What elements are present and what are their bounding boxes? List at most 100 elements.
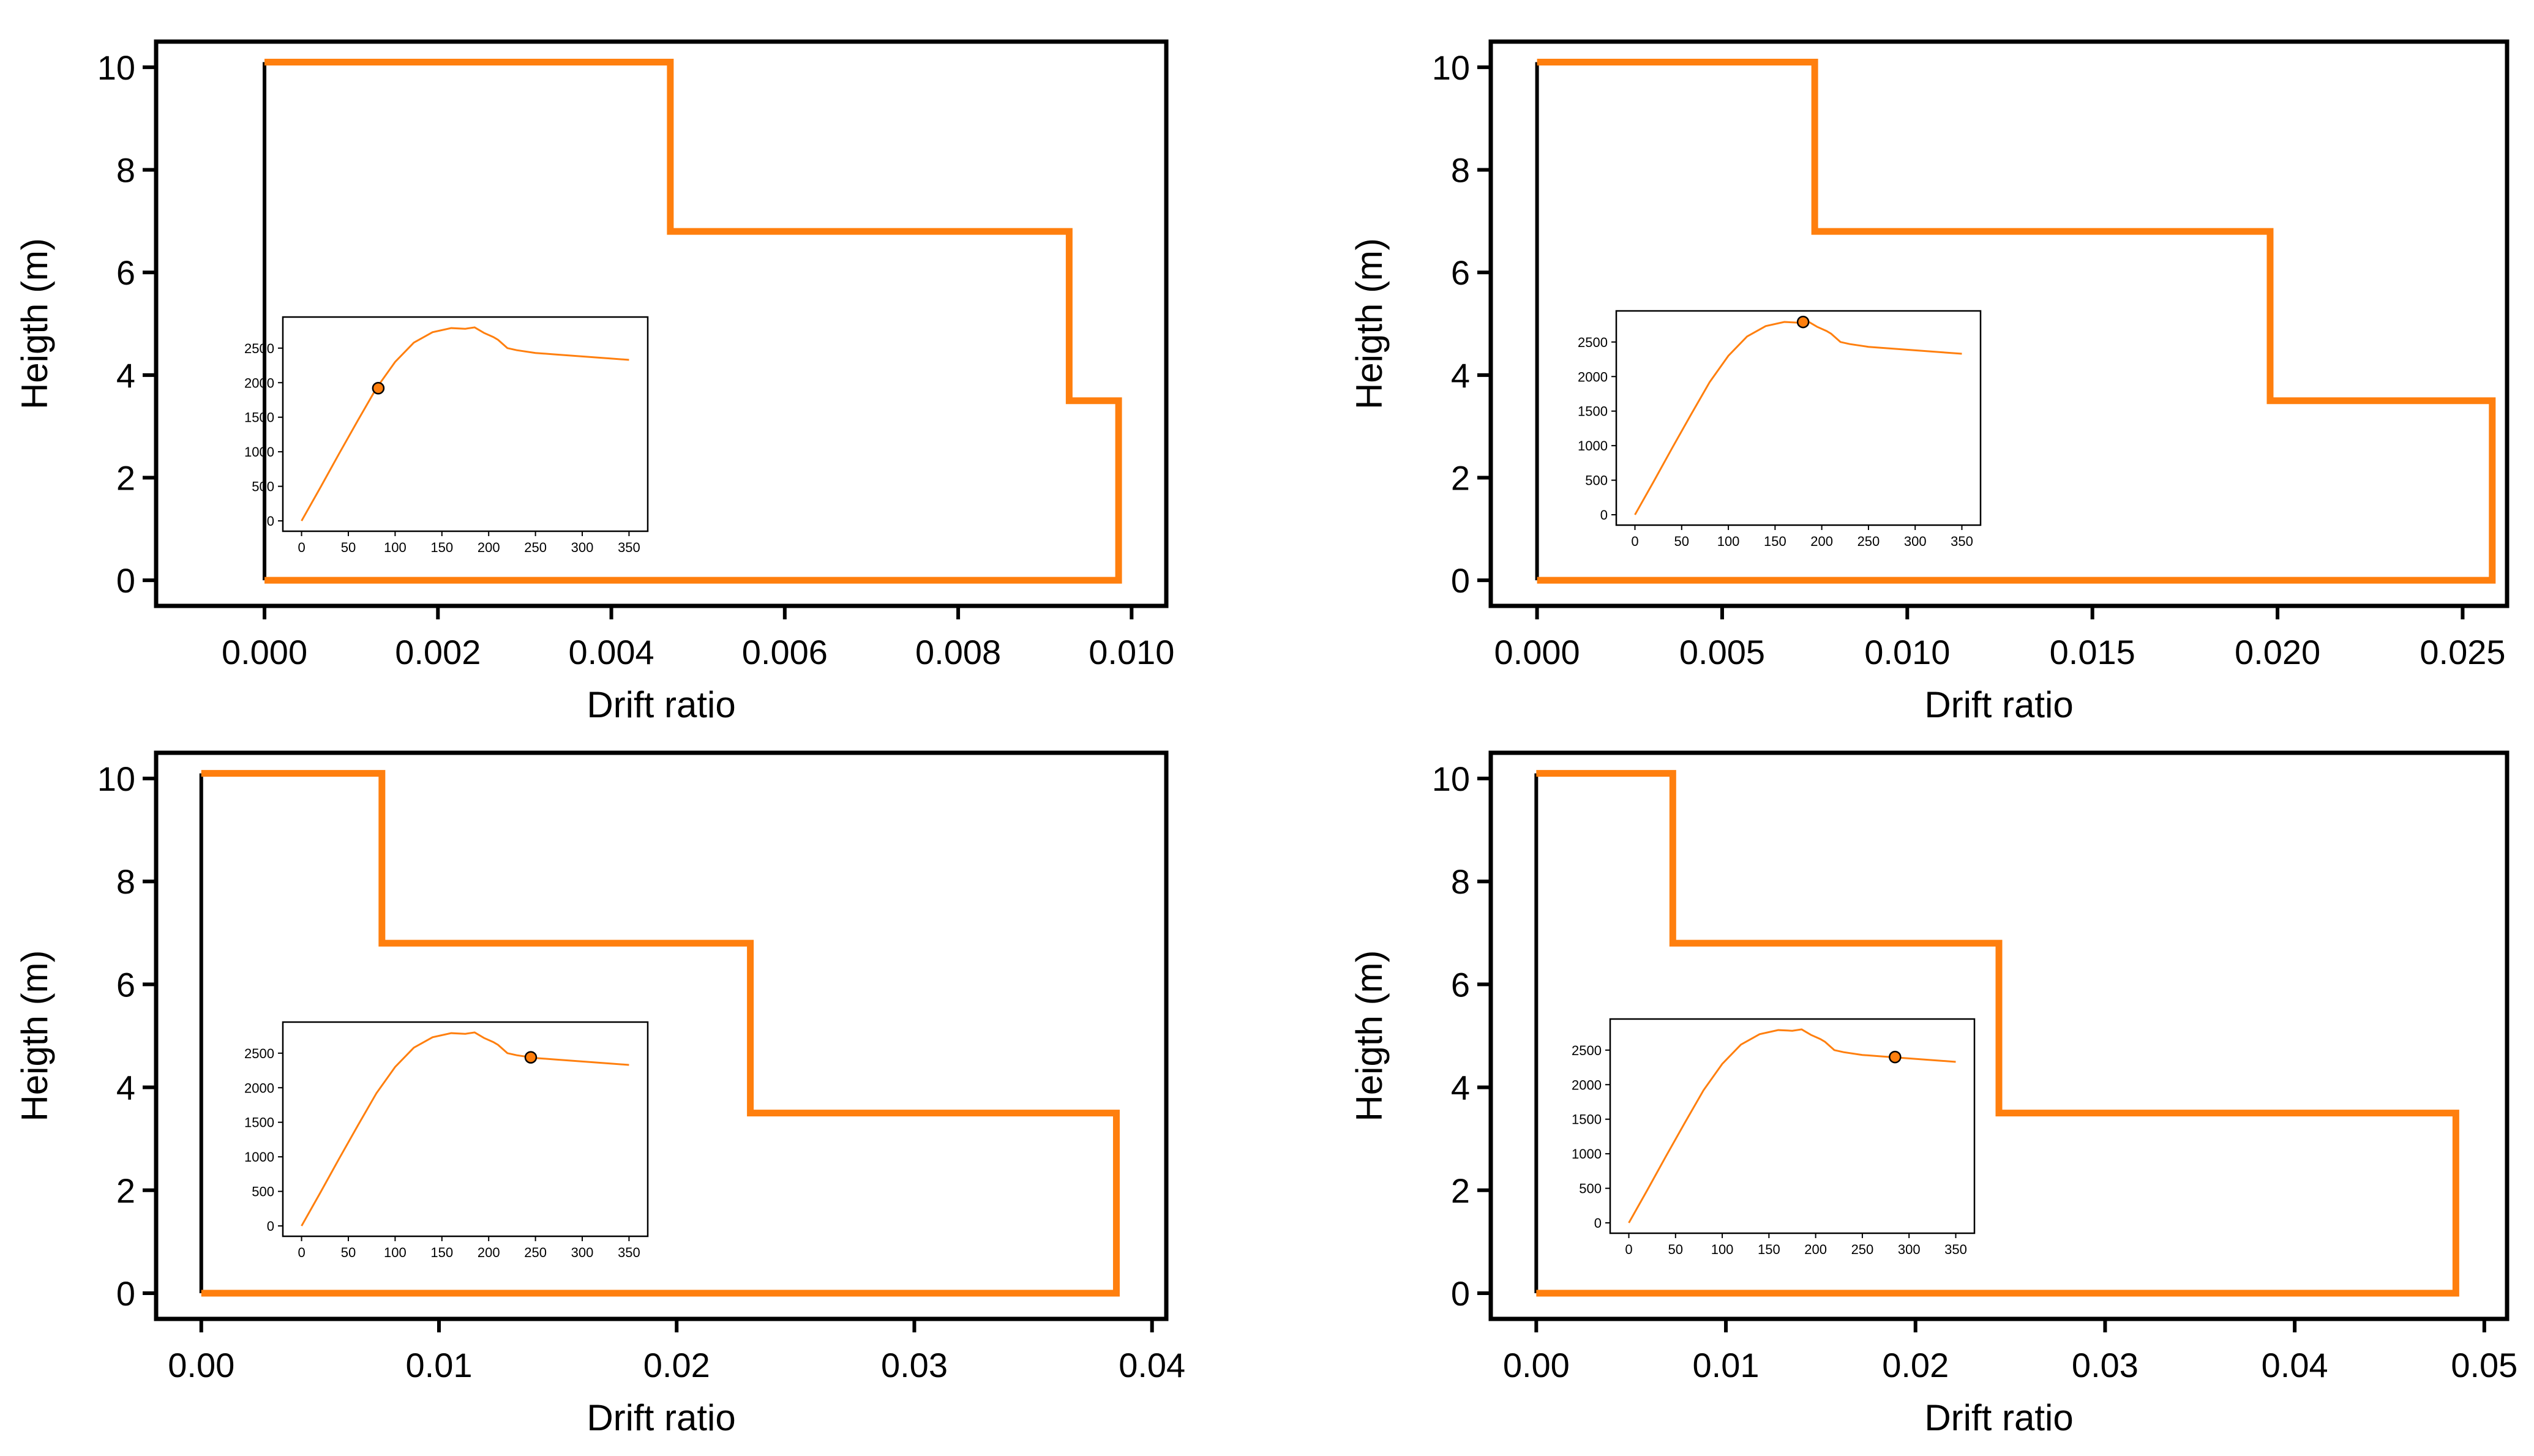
- y-tick-label: 8: [1451, 151, 1470, 190]
- inset-x-tick-label: 200: [478, 1245, 500, 1260]
- inset-chart: 0 500 1000 1500 2000 2500 0 50 100 150 200 250 300 35…: [1578, 310, 1982, 549]
- inset-chart: 0 500 1000 1500 2000 2500 0 50 100 150 200 250 300 35…: [1572, 1018, 1976, 1257]
- inset-x-tick-label: 300: [1898, 1242, 1921, 1257]
- inset-x-tick-label: 300: [1904, 534, 1927, 549]
- inset-y-tick-label: 1000: [1578, 438, 1608, 454]
- inset-x-tick-label: 100: [1717, 534, 1740, 549]
- chart-panel-2: 0 2 4 6 8 10 0.000 0.005 0.010 0.015 0.020 0.025 Dri…: [1349, 39, 2510, 725]
- capacity-curve-line: [301, 326, 629, 521]
- x-tick-label: 0.03: [881, 1346, 948, 1384]
- chart-panel-4: 0 2 4 6 8 10 0.00 0.01 0.02 0.03 0.04 0.05 Drift rat…: [1349, 750, 2517, 1438]
- y-tick-label: 2: [116, 1171, 135, 1210]
- inset-x-tick-label: 0: [298, 1245, 305, 1260]
- capacity-curve-line: [1628, 1028, 1956, 1223]
- inset-x-tick-label: 150: [1764, 534, 1786, 549]
- capacity-point-marker: [372, 382, 385, 395]
- drift-profile-line: [264, 59, 1122, 584]
- inset-x-tick-label: 50: [341, 1245, 356, 1260]
- inset-y-tick-label: 2500: [244, 1046, 274, 1061]
- inset-y-tick-label: 2500: [1578, 335, 1608, 350]
- plot-frame: [154, 750, 1169, 1321]
- x-tick-label: 0.02: [643, 1346, 710, 1384]
- x-tick-label: 0.000: [1494, 633, 1580, 671]
- x-tick-label: 0.04: [2262, 1346, 2328, 1384]
- x-tick-label: 0.04: [1119, 1346, 1185, 1384]
- x-tick-label: 0.010: [1864, 633, 1950, 671]
- inset-x-tick-label: 0: [298, 540, 305, 555]
- inset-x-tick-label: 100: [1711, 1242, 1734, 1257]
- inset-y-tick-label: 1500: [1578, 404, 1608, 419]
- inset-y-tick-label: 1500: [244, 410, 274, 425]
- y-axis-label: Heigth (m): [1349, 238, 1390, 409]
- inset-x-tick-label: 250: [524, 1245, 547, 1260]
- y-tick-label: 6: [116, 253, 135, 292]
- x-tick-label: 0.004: [568, 633, 654, 671]
- y-tick-label: 2: [1451, 1171, 1470, 1210]
- x-tick-label: 0.000: [222, 633, 307, 671]
- inset-y-tick-label: 500: [252, 479, 274, 495]
- x-tick-label: 0.015: [2050, 633, 2135, 671]
- x-tick-label: 0.005: [1679, 633, 1765, 671]
- inset-x-tick-label: 50: [1674, 534, 1689, 549]
- inset-x-tick-label: 50: [341, 540, 356, 555]
- inset-y-tick-label: 2000: [1572, 1077, 1602, 1092]
- inset-x-tick-label: 250: [524, 540, 547, 555]
- x-tick-label: 0.010: [1089, 633, 1174, 671]
- y-tick-label: 6: [116, 965, 135, 1004]
- y-axis-label: Heigth (m): [1349, 950, 1390, 1121]
- y-tick-label: 8: [116, 151, 135, 190]
- inset-y-tick-label: 2500: [244, 341, 274, 356]
- inset-x-tick-label: 200: [1810, 534, 1833, 549]
- inset-y-tick-label: 0: [1594, 1215, 1602, 1231]
- inset-x-tick-label: 150: [1758, 1242, 1780, 1257]
- inset-x-tick-label: 100: [384, 540, 407, 555]
- inset-y-tick-label: 0: [1600, 507, 1608, 523]
- y-tick-label: 0: [1451, 1274, 1470, 1313]
- inset-y-tick-label: 2000: [1578, 369, 1608, 384]
- x-tick-label: 0.01: [406, 1346, 473, 1384]
- capacity-point-marker: [1889, 1050, 1902, 1064]
- inset-x-tick-label: 150: [430, 1245, 453, 1260]
- inset-y-tick-label: 500: [1585, 473, 1608, 488]
- y-tick-label: 4: [116, 356, 135, 395]
- inset-frame: [1609, 1018, 1976, 1234]
- x-axis-label: Drift ratio: [587, 684, 735, 725]
- y-tick-label: 0: [116, 561, 135, 600]
- y-tick-label: 4: [1451, 1069, 1470, 1107]
- x-tick-label: 0.006: [742, 633, 828, 671]
- y-tick-label: 8: [1451, 862, 1470, 901]
- inset-x-tick-label: 250: [1857, 534, 1880, 549]
- inset-y-tick-label: 1000: [244, 1149, 274, 1165]
- x-tick-label: 0.002: [395, 633, 481, 671]
- x-tick-label: 0.00: [168, 1346, 234, 1384]
- inset-y-tick-label: 2000: [244, 1080, 274, 1096]
- inset-frame: [1615, 310, 1982, 526]
- x-tick-label: 0.020: [2235, 633, 2320, 671]
- inset-chart: 0 500 1000 1500 2000 2500 0 50 100 150 200 250 300 35…: [244, 316, 649, 555]
- inset-y-tick-label: 0: [267, 1219, 274, 1234]
- inset-y-tick-label: 1000: [1572, 1146, 1602, 1162]
- y-tick-label: 10: [97, 48, 135, 87]
- drift-profile-line: [1537, 59, 2496, 584]
- y-axis-label: Heigth (m): [14, 238, 55, 409]
- x-tick-label: 0.01: [1693, 1346, 1760, 1384]
- inset-x-tick-label: 0: [1625, 1242, 1632, 1257]
- inset-y-tick-label: 500: [1579, 1181, 1602, 1197]
- inset-x-tick-label: 50: [1668, 1242, 1683, 1257]
- drift-profile-line: [1536, 770, 2459, 1297]
- y-tick-label: 10: [97, 760, 135, 798]
- inset-frame: [282, 1021, 649, 1238]
- x-tick-label: 0.05: [2451, 1346, 2517, 1384]
- x-axis-label: Drift ratio: [587, 1397, 735, 1438]
- y-tick-label: 6: [1451, 965, 1470, 1004]
- inset-x-tick-label: 350: [618, 1245, 640, 1260]
- inset-y-tick-label: 1000: [244, 444, 274, 460]
- x-axis-label: Drift ratio: [1924, 1397, 2073, 1438]
- y-tick-label: 10: [1432, 48, 1470, 87]
- inset-y-tick-label: 500: [252, 1184, 274, 1200]
- x-tick-label: 0.02: [1882, 1346, 1949, 1384]
- y-tick-label: 2: [1451, 458, 1470, 497]
- y-axis-label: Heigth (m): [14, 950, 55, 1121]
- chart-panel-3: 0 2 4 6 8 10 0.00 0.01 0.02 0.03 0.04 Drift ratio He…: [14, 750, 1185, 1438]
